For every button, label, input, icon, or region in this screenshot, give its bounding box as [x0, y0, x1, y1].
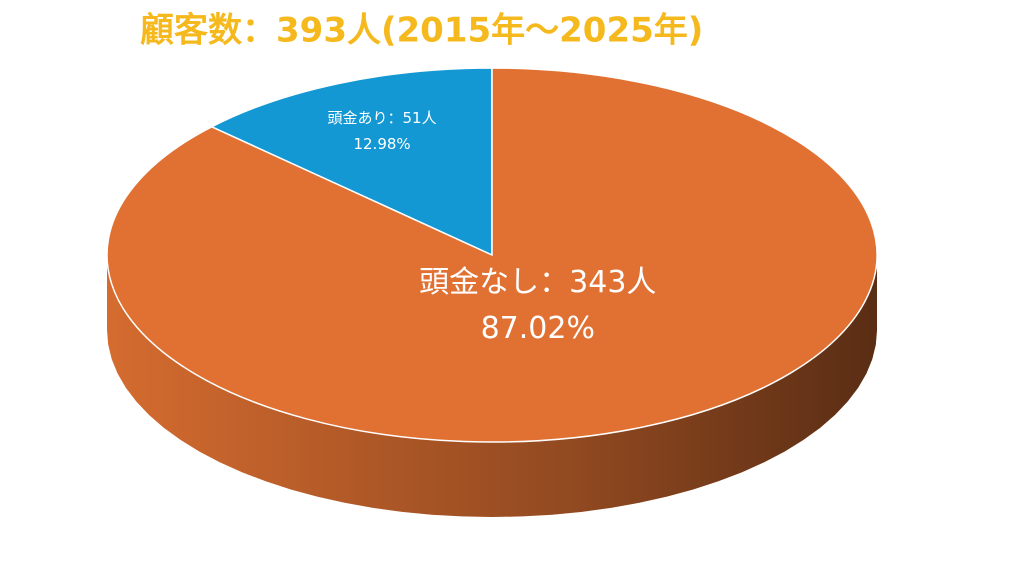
slice-side-shade — [107, 255, 877, 517]
data-label-category: 頭金あり：51人 — [328, 109, 437, 127]
slice-side-group — [107, 255, 877, 517]
data-label-value: 87.02% — [481, 311, 595, 346]
slice — [106, 67, 878, 443]
data-label-value: 12.98% — [353, 135, 410, 153]
slice — [209, 67, 493, 257]
chart-title: 顧客数：393人(2015年～2025年) — [140, 11, 703, 51]
data-label-category: 頭金なし：343人 — [419, 265, 656, 300]
